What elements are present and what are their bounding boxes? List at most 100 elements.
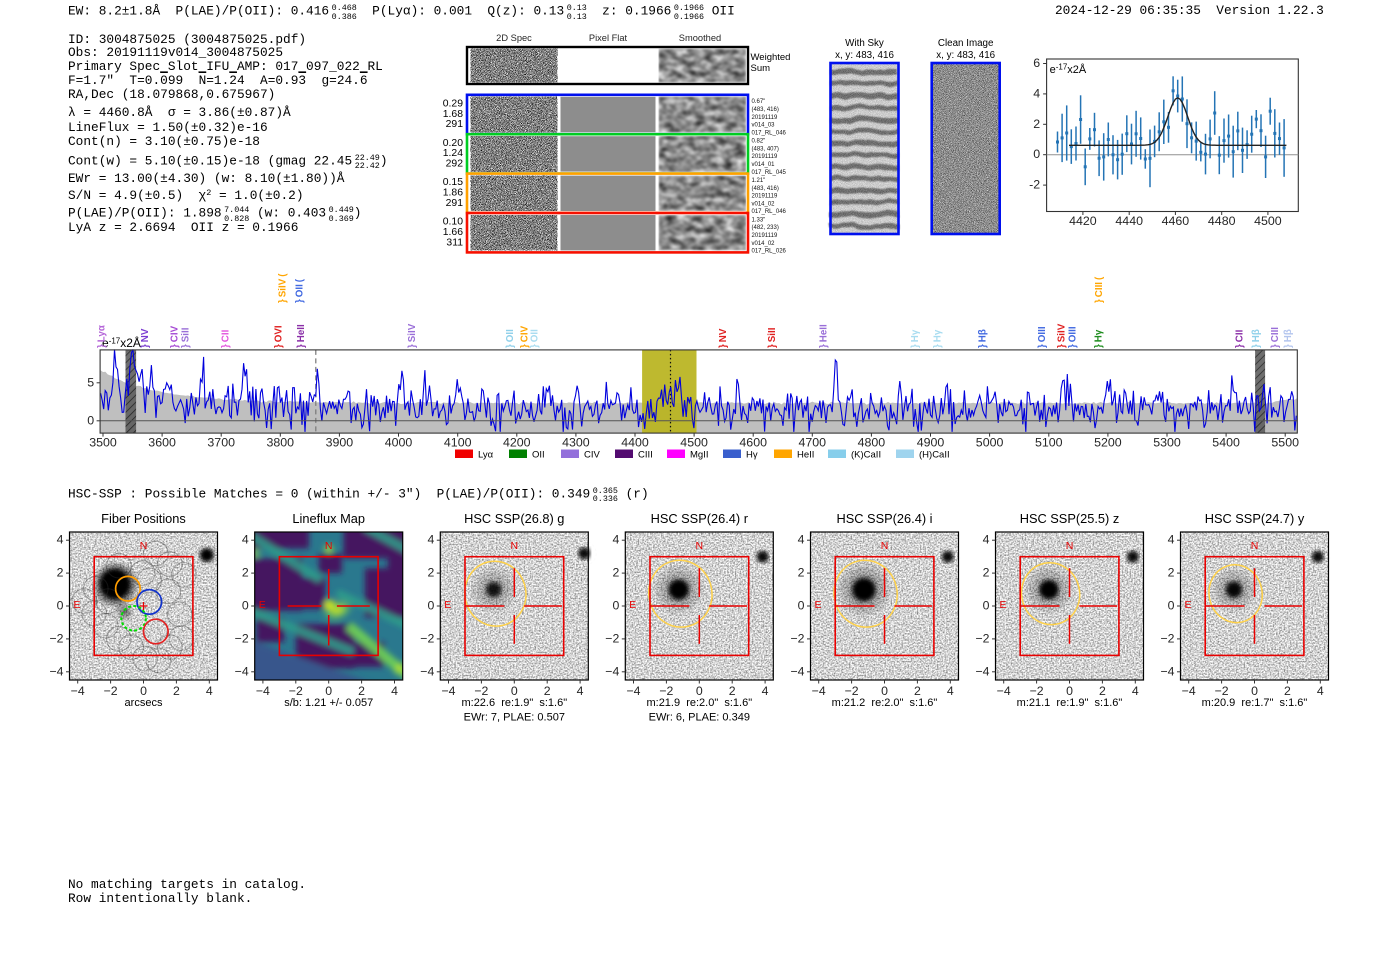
svg-text:} OII: } OII — [529, 329, 540, 348]
svg-text:e-17x2Å: e-17x2Å — [102, 335, 141, 350]
svg-text:−2: −2 — [49, 631, 63, 645]
svg-text:m:22.6 re:1.9" s:1.6": m:22.6 re:1.9" s:1.6" — [461, 697, 567, 709]
svg-text:2: 2 — [729, 684, 736, 698]
svg-text:2D Spec: 2D Spec — [496, 33, 532, 43]
svg-text:−4: −4 — [420, 664, 434, 678]
svg-text:s/b: 1.21 +/- 0.057: s/b: 1.21 +/- 0.057 — [284, 697, 373, 709]
svg-text:4: 4 — [1033, 86, 1040, 100]
svg-text:4: 4 — [1132, 684, 1139, 698]
svg-text:−4: −4 — [1160, 664, 1174, 678]
svg-text:−4: −4 — [235, 664, 249, 678]
svg-text:20191119: 20191119 — [752, 115, 778, 121]
svg-text:v014_03: v014_03 — [752, 123, 776, 129]
svg-text:} SiIV (: } SiIV ( — [278, 273, 289, 303]
svg-text:CIII: CIII — [638, 450, 653, 461]
svg-text:0.67": 0.67" — [752, 99, 766, 105]
svg-text:HSC SSP(26.8) g: HSC SSP(26.8) g — [464, 511, 564, 526]
svg-text:−2: −2 — [1030, 684, 1044, 698]
svg-text:4100: 4100 — [444, 436, 472, 450]
svg-text:N: N — [1251, 540, 1259, 552]
svg-text:−2: −2 — [605, 631, 619, 645]
svg-text:4500: 4500 — [1254, 214, 1282, 228]
svg-text:E: E — [259, 599, 266, 611]
svg-text:4900: 4900 — [917, 436, 945, 450]
svg-text:2: 2 — [242, 566, 249, 580]
svg-text:HSC SSP(24.7) y: HSC SSP(24.7) y — [1205, 511, 1305, 526]
svg-text:Lineflux Map: Lineflux Map — [292, 511, 365, 526]
svg-text:HSC SSP(26.4) i: HSC SSP(26.4) i — [836, 511, 932, 526]
svg-text:(483, 416): (483, 416) — [752, 107, 779, 113]
svg-text:N: N — [1066, 540, 1074, 552]
svg-text:2: 2 — [1033, 117, 1040, 131]
svg-text:−2: −2 — [289, 684, 303, 698]
svg-text:017_RL_026: 017_RL_026 — [752, 249, 787, 255]
svg-text:017_RL_046: 017_RL_046 — [752, 130, 787, 136]
svg-text:−4: −4 — [256, 684, 270, 698]
svg-text:x, y: 483, 416: x, y: 483, 416 — [936, 50, 995, 61]
svg-text:4440: 4440 — [1115, 214, 1143, 228]
svg-text:−2: −2 — [845, 684, 859, 698]
svg-text:E: E — [629, 599, 636, 611]
svg-text:m:20.9 re:1.7" s:1.6": m:20.9 re:1.7" s:1.6" — [1202, 697, 1308, 709]
svg-text:3600: 3600 — [148, 436, 176, 450]
svg-text:} OII (: } OII ( — [295, 278, 306, 303]
svg-text:20191119: 20191119 — [752, 194, 778, 200]
svg-text:0.29: 0.29 — [443, 98, 463, 109]
svg-text:v014_01: v014_01 — [752, 162, 776, 168]
svg-text:2: 2 — [1284, 684, 1291, 698]
svg-text:EWr: 6, PLAE: 0.349: EWr: 6, PLAE: 0.349 — [649, 712, 750, 724]
svg-text:−4: −4 — [71, 684, 85, 698]
svg-text:2: 2 — [1168, 566, 1175, 580]
svg-text:0: 0 — [1168, 599, 1175, 613]
svg-text:017_RL_045: 017_RL_045 — [752, 170, 787, 176]
svg-text:−2: −2 — [420, 631, 434, 645]
svg-text:0: 0 — [1066, 684, 1073, 698]
svg-text:} OIII: } OIII — [1037, 326, 1048, 348]
svg-text:} Lyα: } Lyα — [97, 325, 108, 348]
svg-text:With Sky: With Sky — [845, 38, 884, 49]
svg-text:3900: 3900 — [326, 436, 354, 450]
svg-text:HSC SSP(25.5) z: HSC SSP(25.5) z — [1020, 511, 1120, 526]
svg-text:−4: −4 — [49, 664, 63, 678]
svg-text:} Hγ: } Hγ — [910, 329, 921, 348]
svg-text:2: 2 — [798, 566, 805, 580]
svg-text:v014_02: v014_02 — [752, 241, 776, 247]
svg-text:1.86: 1.86 — [443, 188, 463, 199]
svg-text:} Hγ: } Hγ — [933, 329, 944, 348]
svg-text:x, y: 483, 416: x, y: 483, 416 — [835, 50, 894, 61]
svg-text:−2: −2 — [235, 631, 249, 645]
svg-text:4600: 4600 — [739, 436, 767, 450]
svg-text:} CII: } CII — [1235, 329, 1246, 348]
svg-text:4: 4 — [206, 684, 213, 698]
svg-text:4700: 4700 — [799, 436, 827, 450]
svg-text:5300: 5300 — [1153, 436, 1181, 450]
svg-text:Hγ: Hγ — [746, 450, 758, 461]
svg-text:Weighted: Weighted — [751, 52, 791, 63]
svg-text:4: 4 — [947, 684, 954, 698]
svg-text:} CIII (: } CIII ( — [1094, 276, 1105, 303]
svg-text:} HeII: } HeII — [296, 324, 307, 348]
svg-text:5200: 5200 — [1094, 436, 1122, 450]
svg-text:4: 4 — [427, 533, 434, 547]
svg-text:2: 2 — [983, 566, 990, 580]
svg-text:−4: −4 — [626, 684, 640, 698]
svg-text:4800: 4800 — [858, 436, 886, 450]
svg-text:4: 4 — [983, 533, 990, 547]
svg-text:4: 4 — [762, 684, 769, 698]
svg-text:311: 311 — [446, 237, 463, 248]
svg-text:4: 4 — [1317, 684, 1324, 698]
svg-text:(483, 416): (483, 416) — [752, 186, 779, 192]
svg-text:} NV: } NV — [140, 328, 151, 348]
svg-text:(482, 233): (482, 233) — [752, 225, 779, 231]
svg-text:} Hγ: } Hγ — [1093, 329, 1104, 348]
svg-text:−4: −4 — [812, 684, 826, 698]
svg-text:5400: 5400 — [1212, 436, 1240, 450]
svg-text:5000: 5000 — [976, 436, 1004, 450]
svg-text:(483, 407): (483, 407) — [752, 146, 779, 152]
svg-text:} CII: } CII — [221, 329, 232, 348]
svg-text:4: 4 — [798, 533, 805, 547]
svg-text:E: E — [74, 599, 81, 611]
svg-text:2: 2 — [544, 684, 551, 698]
svg-text:291: 291 — [446, 198, 464, 209]
svg-text:E: E — [815, 599, 822, 611]
